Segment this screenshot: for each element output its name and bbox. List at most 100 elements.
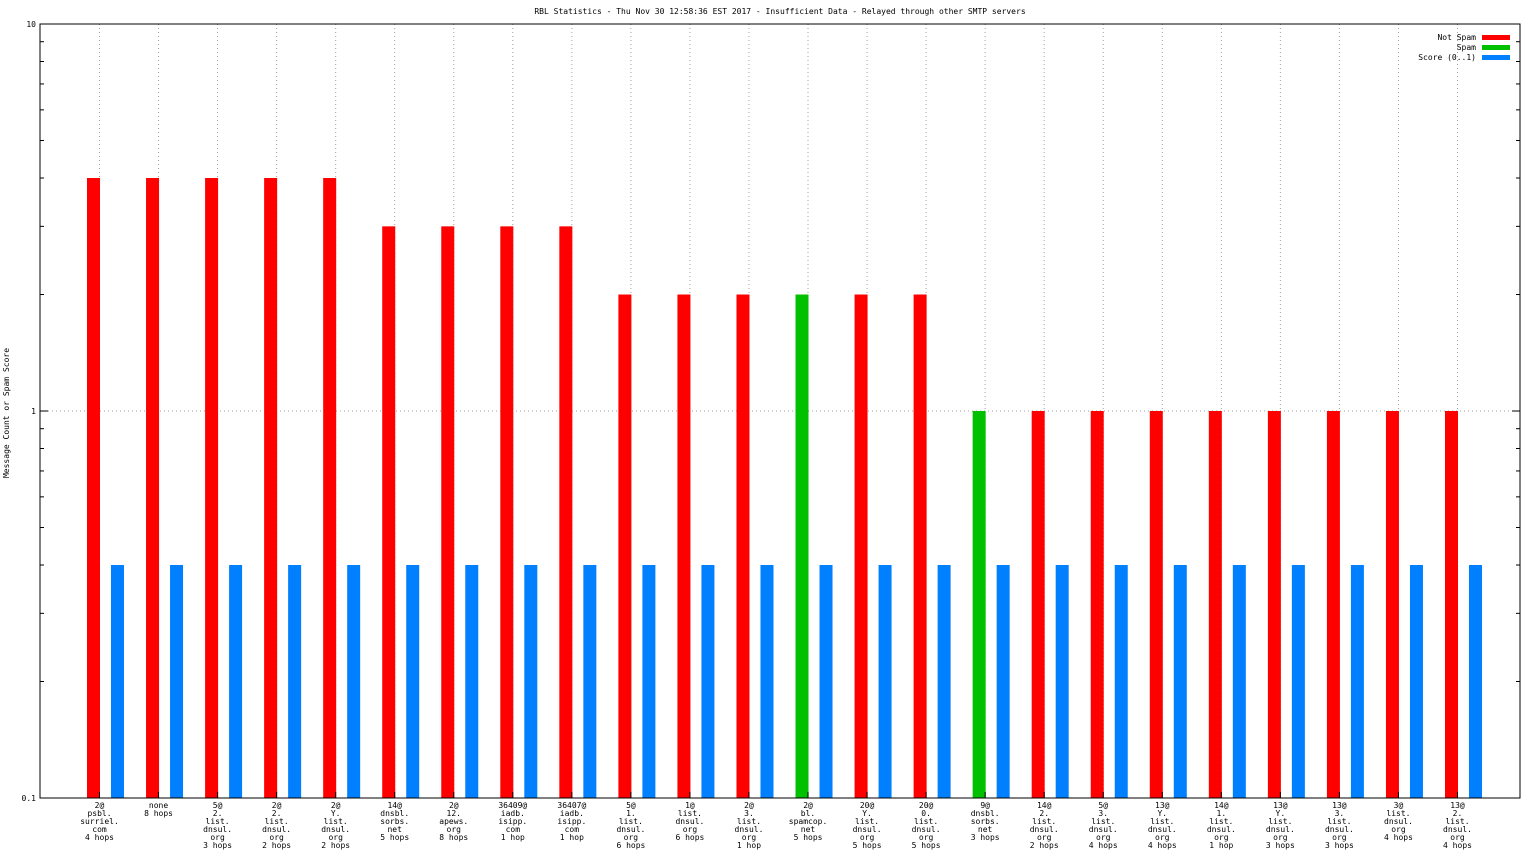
x-category-label-line: org (919, 833, 934, 842)
x-category-label-line: list. (1268, 817, 1292, 826)
x-category-label-line: 4 hops (1148, 841, 1177, 850)
x-category-label-line: Y. (862, 809, 872, 818)
x-category-label-line: 0. (921, 809, 931, 818)
x-category-label-line: dnsul. (912, 825, 941, 834)
not-spam-bar (441, 226, 455, 799)
not-spam-bar (913, 294, 927, 798)
score-bar (642, 565, 656, 798)
score-bar (760, 565, 774, 798)
x-category-label-line: dnsul. (1443, 825, 1472, 834)
x-category-label: 20@ 0. list. dnsul. org 5 hops (912, 801, 941, 850)
not-spam-bar (1445, 411, 1458, 798)
x-category-label: 5@ 1. list. dnsul. org 6 hops (616, 801, 645, 850)
x-category-label-line: 3 hops (1266, 841, 1295, 850)
score-bar (1350, 565, 1364, 798)
not-spam-bar (264, 178, 278, 798)
x-category-label-line: dnsul. (675, 817, 704, 826)
y-tick-label: 10 (26, 20, 36, 29)
not-spam-bar (559, 226, 573, 799)
spam-bar (972, 411, 986, 798)
x-category-label-line: 5 hops (912, 841, 941, 850)
x-category-label-line: Y. (1276, 809, 1286, 818)
x-category-label-line: 2@ (449, 801, 459, 810)
not-spam-bar (677, 294, 691, 798)
x-category-label-line: list. (1327, 817, 1351, 826)
not-spam-bar (1208, 411, 1222, 798)
x-category-label-line: 2. (272, 809, 282, 818)
x-category-label-line: com (506, 825, 521, 834)
x-category-label-line: none (149, 801, 168, 810)
x-category-label-line: 4 hops (1443, 841, 1472, 850)
x-category-label-line: list. (1032, 817, 1056, 826)
x-category-label-line: 3. (1098, 809, 1108, 818)
x-category-label-line: net (387, 825, 402, 834)
x-category-label-line: 1 hop (560, 833, 584, 842)
x-category-label: 2@ psbl. surriel. com 4 hops (80, 801, 119, 842)
x-category-label-line: list. (737, 817, 761, 826)
x-category-label-line: 13@ (1332, 801, 1347, 810)
x-category-label-line: org (1450, 833, 1465, 842)
x-category-label-line: list. (914, 817, 938, 826)
x-category-label: 2@ 2. list. dnsul. org 2 hops (262, 801, 291, 850)
score-bar (288, 565, 302, 798)
score-bar (347, 565, 361, 798)
x-category-label-line: list. (619, 817, 643, 826)
x-category-label-line: 2 hops (262, 841, 291, 850)
x-category-label-line: dnsul. (262, 825, 291, 834)
x-category-label-line: dnsbl. (380, 809, 409, 818)
x-category-label-line: 1 hop (737, 841, 761, 850)
legend-label: Not Spam (1437, 33, 1476, 42)
legend-swatch (1482, 35, 1510, 40)
x-category-label-line: 5 hops (853, 841, 882, 850)
x-category-label-line: 20@ (860, 801, 875, 810)
x-category-label-line: 13@ (1273, 801, 1288, 810)
x-category-label: 5@ 3. list. dnsul. org 4 hops (1089, 801, 1118, 850)
x-category-label-line: list. (678, 809, 702, 818)
not-spam-bar (1090, 411, 1104, 798)
x-category-label-line: spamcop. (789, 817, 828, 826)
x-category-label: 2@ 3. list. dnsul. org 1 hop (735, 801, 764, 850)
x-category-label-line: org (447, 825, 462, 834)
score-bar (406, 565, 420, 798)
x-category-label-line: 14@ (1037, 801, 1052, 810)
x-category-label-line: 20@ (919, 801, 934, 810)
x-category-label-line: list. (1209, 817, 1233, 826)
x-category-label-line: org (683, 825, 698, 834)
x-category-label-line: com (565, 825, 580, 834)
not-spam-bar (382, 226, 396, 799)
x-category-label-line: 2. (1039, 809, 1049, 818)
x-category-label-line: 4 hops (1089, 841, 1118, 850)
x-category-label-line: dnsul. (1089, 825, 1118, 834)
x-category-label-line: 2@ (803, 801, 813, 810)
score-bar (1291, 565, 1305, 798)
x-category-label-line: 5 hops (380, 833, 409, 842)
x-category-label-line: iadb. (501, 809, 525, 818)
x-category-label-line: 8 hops (439, 833, 468, 842)
x-category-label: 2@ 12. apews. org 8 hops (439, 801, 468, 842)
plot-frame (39, 23, 1521, 799)
x-category-label-line: 1. (1217, 809, 1227, 818)
x-category-label-line: 3. (1335, 809, 1345, 818)
x-category-label-line: list. (265, 817, 289, 826)
x-category-label-line: 2. (1453, 809, 1463, 818)
not-spam-bar (854, 294, 868, 798)
x-category-label-line: org (1096, 833, 1111, 842)
x-category-label-line: 4 hops (85, 833, 114, 842)
x-category-label-line: dnsul. (1030, 825, 1059, 834)
x-category-label-line: 12. (447, 809, 461, 818)
score-bar (111, 565, 124, 798)
x-category-label-line: net (801, 825, 816, 834)
x-category-label: 20@ Y. list. dnsul. org 5 hops (853, 801, 882, 850)
not-spam-bar (500, 226, 514, 799)
score-bar (229, 565, 243, 798)
x-category-label-line: 13@ (1155, 801, 1170, 810)
x-category-label: 1@ list. dnsul. org 6 hops (675, 801, 704, 842)
x-category-label: 14@ 2. list. dnsul. org 2 hops (1030, 801, 1059, 850)
x-category-label-line: psbl. (87, 809, 111, 818)
x-category-label-line: 3. (744, 809, 754, 818)
x-category-label-line: net (978, 825, 993, 834)
x-category-label-line: list. (1091, 817, 1115, 826)
x-category-label-line: org (1332, 833, 1347, 842)
legend-label: Spam (1457, 43, 1476, 52)
